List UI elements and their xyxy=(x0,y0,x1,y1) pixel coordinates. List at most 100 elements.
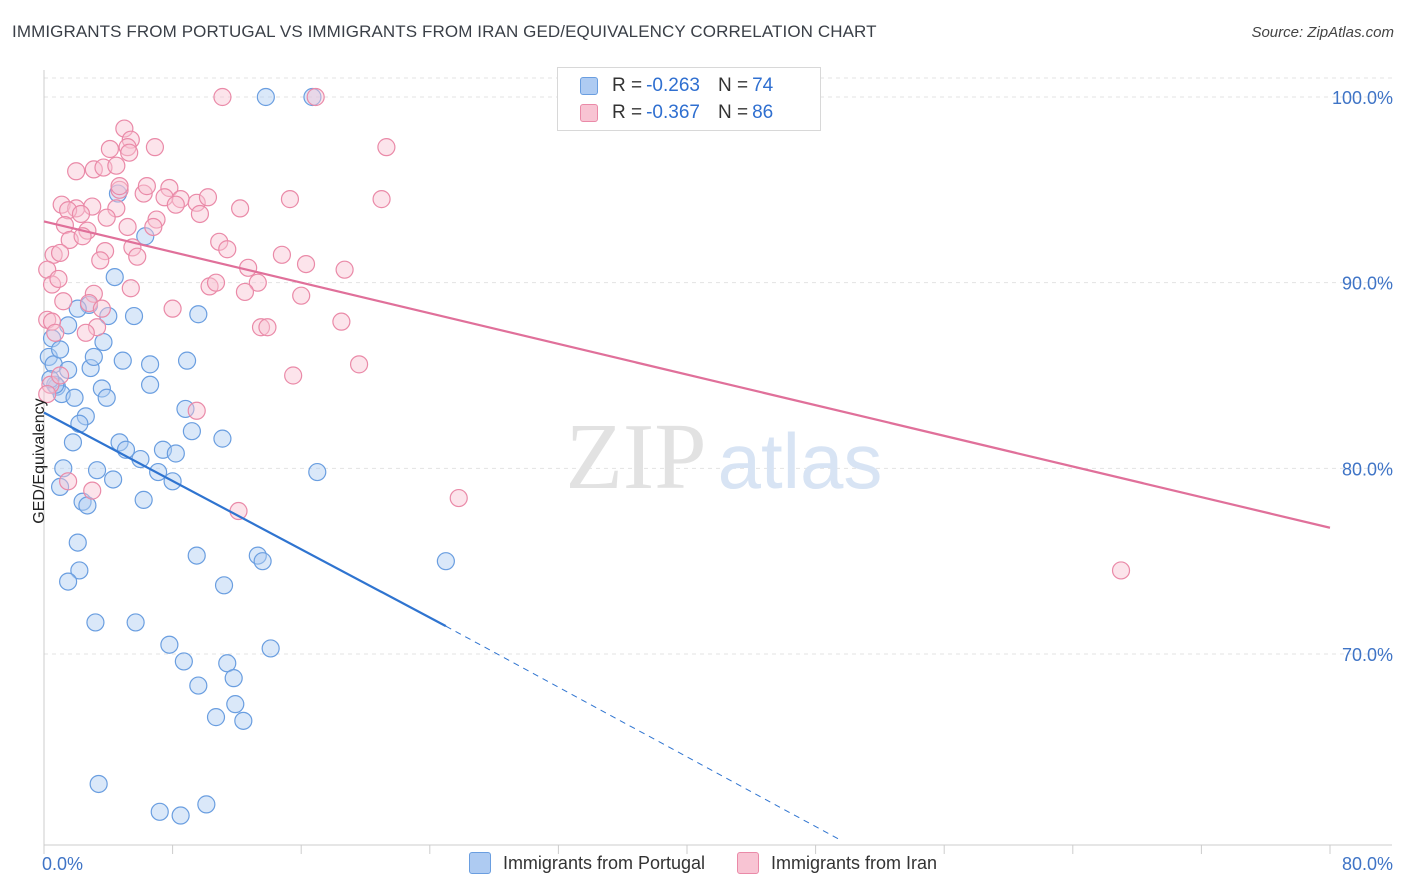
data-point xyxy=(86,613,105,632)
legend-label-iran: Immigrants from Iran xyxy=(771,852,938,873)
data-point xyxy=(67,162,86,181)
data-point xyxy=(97,388,116,407)
legend-swatch-portugal xyxy=(468,852,491,874)
stats-r-label: R = xyxy=(612,75,643,96)
data-point xyxy=(126,613,145,632)
data-point xyxy=(54,292,73,311)
data-point xyxy=(91,251,110,270)
data-point xyxy=(63,433,83,452)
stats-n-value: 86 xyxy=(752,102,774,123)
data-point xyxy=(224,669,243,688)
series-iran xyxy=(38,87,1131,580)
data-point xyxy=(84,347,103,367)
data-point xyxy=(140,355,160,374)
data-point xyxy=(335,260,354,279)
data-point xyxy=(177,351,197,370)
data-point xyxy=(92,299,111,318)
data-point xyxy=(134,490,153,509)
data-point xyxy=(174,652,193,671)
data-point xyxy=(256,87,275,107)
data-point xyxy=(171,806,190,825)
data-point xyxy=(213,429,232,448)
data-point xyxy=(258,318,277,337)
data-point xyxy=(128,247,147,266)
legend-swatch-iran xyxy=(737,852,759,874)
data-point xyxy=(166,195,185,214)
data-point xyxy=(38,384,57,404)
stats-swatch-portugal xyxy=(580,77,598,95)
trend-line-portugal xyxy=(43,411,447,628)
legend-item-iran[interactable]: Immigrants from Iran xyxy=(737,852,937,874)
data-point xyxy=(46,323,65,342)
data-point xyxy=(187,546,206,565)
data-point xyxy=(50,366,70,385)
y-tick-label: 90.0% xyxy=(1342,274,1393,294)
data-point xyxy=(189,305,208,324)
stats-r-value: -0.263 xyxy=(646,75,700,96)
data-point xyxy=(110,433,129,452)
data-point xyxy=(95,242,115,261)
data-point xyxy=(261,639,280,658)
data-point xyxy=(150,802,169,821)
data-point xyxy=(71,204,91,224)
data-point xyxy=(197,795,216,814)
tick-labels: 100.0% 90.0% 80.0% 70.0% 0.0% 80.0% xyxy=(42,88,1393,874)
data-point xyxy=(65,388,84,407)
data-point xyxy=(187,401,206,420)
data-point xyxy=(436,552,455,571)
data-point xyxy=(70,561,89,580)
data-point xyxy=(280,190,300,209)
data-point xyxy=(187,193,206,212)
data-point xyxy=(42,312,62,331)
stats-row-portugal: R = -0.263 N = 74 xyxy=(580,74,773,98)
data-point xyxy=(76,407,95,426)
data-point xyxy=(160,635,179,654)
data-point xyxy=(213,87,232,107)
data-point xyxy=(99,306,118,326)
data-point xyxy=(248,273,267,292)
data-point xyxy=(231,199,250,218)
data-point xyxy=(41,370,60,389)
data-point xyxy=(100,139,120,159)
stats-n-label: N = xyxy=(717,102,749,123)
trend-line-extension-portugal xyxy=(445,625,840,841)
data-point xyxy=(137,177,156,196)
data-point xyxy=(97,208,116,227)
data-point xyxy=(121,279,140,298)
data-point xyxy=(50,340,70,359)
legend-item-portugal[interactable]: Immigrants from Portugal xyxy=(468,852,705,874)
data-point xyxy=(92,379,111,398)
data-point xyxy=(198,188,218,207)
data-point xyxy=(59,472,78,491)
data-point xyxy=(144,217,163,237)
data-point xyxy=(206,708,226,727)
data-point xyxy=(377,138,396,157)
stats-n-label: N = xyxy=(717,75,749,96)
data-point xyxy=(182,422,201,441)
data-point xyxy=(89,774,108,794)
data-point xyxy=(235,282,255,302)
y-tick-label: 80.0% xyxy=(1342,459,1393,479)
data-point xyxy=(218,240,237,259)
source-note: Source: ZipAtlas.com xyxy=(1251,24,1394,41)
y-axis-label: GED/Equivalency xyxy=(31,398,48,524)
data-point xyxy=(81,358,100,378)
trend-line-iran xyxy=(43,220,1331,529)
data-point xyxy=(308,462,327,482)
y-tick-label: 70.0% xyxy=(1342,645,1393,665)
data-point xyxy=(332,312,351,331)
data-point xyxy=(296,255,316,274)
data-point xyxy=(107,156,126,175)
x-tick-label: 80.0% xyxy=(1342,854,1393,874)
data-point xyxy=(449,488,468,508)
data-point xyxy=(214,576,234,595)
data-point xyxy=(160,178,179,198)
data-point xyxy=(113,351,132,370)
data-point xyxy=(163,299,182,318)
data-point xyxy=(68,299,87,318)
watermark: ZIP atlas xyxy=(566,405,883,509)
axes xyxy=(43,70,1392,854)
data-point xyxy=(166,444,185,463)
stats-swatch-iran xyxy=(580,104,598,122)
stats-row-iran: R = -0.367 N = 86 xyxy=(580,101,773,125)
